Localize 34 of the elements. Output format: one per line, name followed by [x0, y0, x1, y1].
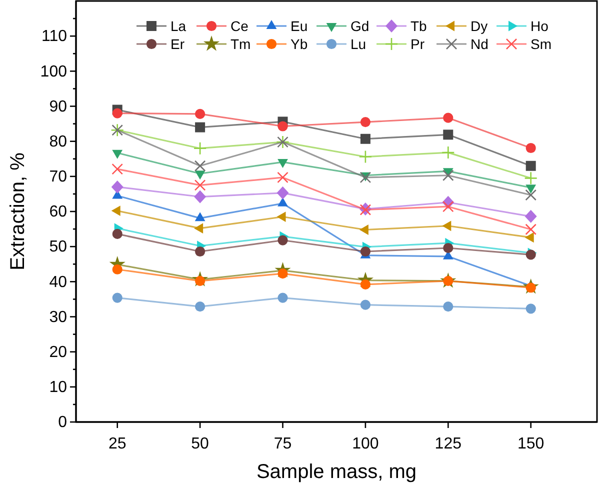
x-tick-label: 50 — [191, 436, 210, 453]
legend-label: Gd — [350, 18, 370, 34]
y-tick-label: 10 — [49, 379, 68, 396]
x-tick-label: 75 — [274, 436, 292, 453]
y-tick-label: 60 — [49, 204, 68, 221]
legend-label: Tb — [410, 18, 428, 34]
legend-label: Nd — [470, 36, 488, 52]
y-tick-label: 20 — [49, 344, 68, 361]
x-axis-title: Sample mass, mg — [256, 461, 417, 483]
y-tick-label: 30 — [49, 308, 68, 326]
y-tick-label: 80 — [49, 133, 68, 150]
legend-label: Lu — [350, 36, 366, 52]
x-tick-label: 150 — [517, 436, 544, 453]
legend-label: Tm — [230, 36, 251, 52]
y-tick-label: 100 — [40, 63, 68, 80]
y-axis-title: Extraction, % — [7, 152, 29, 270]
legend-label: La — [170, 18, 186, 34]
legend-label: Ce — [230, 18, 249, 34]
legend-label: Sm — [530, 36, 552, 52]
x-tick-label: 100 — [352, 436, 379, 453]
y-tick-label: 70 — [49, 168, 68, 186]
legend-label: Ho — [530, 18, 549, 34]
legend-label: Er — [170, 36, 185, 52]
legend-label: Eu — [290, 18, 308, 34]
legend-label: Dy — [470, 18, 488, 34]
x-tick-label: 125 — [434, 436, 462, 453]
y-tick-label: 90 — [49, 98, 68, 116]
y-tick-label: 110 — [41, 28, 68, 46]
y-tick-label: 40 — [49, 274, 68, 291]
x-tick-label: 25 — [108, 436, 126, 453]
y-tick-label: 50 — [49, 238, 68, 256]
legend-label: Yb — [290, 36, 308, 52]
y-tick-label: 0 — [58, 414, 68, 432]
legend-label: Pr — [410, 36, 425, 52]
